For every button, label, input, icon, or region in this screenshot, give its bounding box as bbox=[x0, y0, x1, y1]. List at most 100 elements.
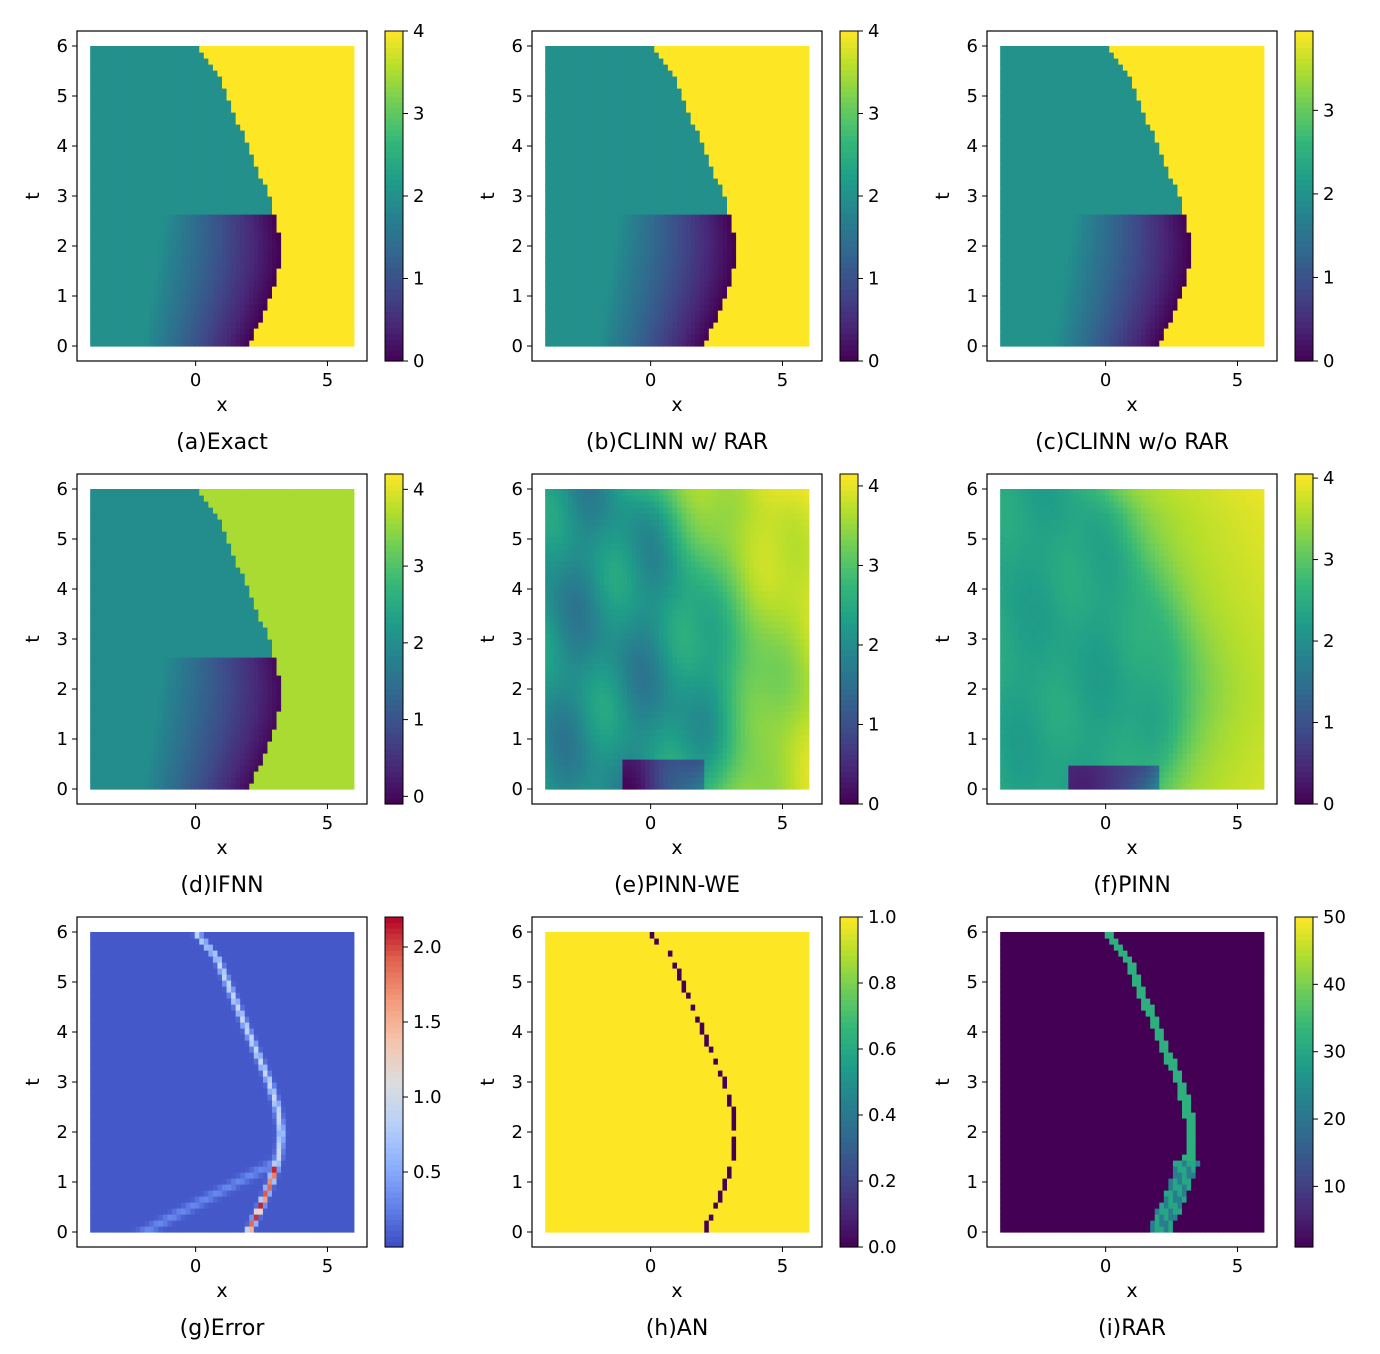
heatmap-cell bbox=[763, 220, 768, 227]
heatmap-cell bbox=[195, 88, 200, 95]
heatmap-cell bbox=[258, 202, 263, 209]
heatmap-cell bbox=[313, 166, 318, 173]
heatmap-cell bbox=[95, 106, 100, 113]
heatmap-cell bbox=[295, 106, 300, 113]
heatmap-cell bbox=[131, 328, 136, 335]
heatmap-cell bbox=[763, 274, 768, 281]
heatmap-cell bbox=[722, 238, 727, 245]
heatmap-cell bbox=[145, 250, 150, 257]
heatmap-cell bbox=[177, 202, 182, 209]
heatmap-cell bbox=[263, 88, 268, 95]
heatmap-cell bbox=[140, 118, 145, 125]
heatmap-cell bbox=[632, 154, 637, 161]
heatmap-cell bbox=[577, 292, 582, 299]
heatmap-cell bbox=[217, 52, 222, 59]
heatmap-cell bbox=[804, 292, 809, 299]
heatmap-cell bbox=[117, 142, 122, 149]
heatmap-cell bbox=[622, 136, 627, 143]
heatmap-cell bbox=[154, 196, 159, 203]
heatmap-cell bbox=[177, 178, 182, 185]
heatmap-cell bbox=[618, 310, 623, 317]
heatmap-cell bbox=[104, 172, 109, 179]
heatmap-cell bbox=[213, 268, 218, 275]
heatmap-cell bbox=[636, 322, 641, 329]
heatmap-cell bbox=[677, 214, 682, 221]
heatmap-cell bbox=[559, 172, 564, 179]
heatmap-cell bbox=[167, 70, 172, 77]
heatmap-cell bbox=[650, 196, 655, 203]
heatmap-cell bbox=[632, 160, 637, 167]
heatmap-cell bbox=[349, 316, 354, 323]
heatmap-cell bbox=[131, 262, 136, 269]
heatmap-cell bbox=[659, 220, 664, 227]
heatmap-cell bbox=[736, 262, 741, 269]
heatmap-cell bbox=[804, 334, 809, 341]
heatmap-cell bbox=[591, 268, 596, 275]
heatmap-cell bbox=[650, 328, 655, 335]
heatmap-cell bbox=[227, 148, 232, 155]
heatmap-cell bbox=[113, 232, 118, 239]
heatmap-cell bbox=[559, 292, 564, 299]
heatmap-cell bbox=[290, 172, 295, 179]
heatmap-cell bbox=[145, 124, 150, 131]
heatmap-cell bbox=[263, 238, 268, 245]
heatmap-cell bbox=[313, 76, 318, 83]
heatmap-cell bbox=[317, 310, 322, 317]
heatmap-cell bbox=[286, 214, 291, 221]
colorbar-segment bbox=[385, 191, 403, 197]
heatmap-cell bbox=[113, 58, 118, 65]
heatmap-cell bbox=[722, 214, 727, 221]
heatmap-cell bbox=[236, 280, 241, 287]
heatmap-cell bbox=[600, 208, 605, 215]
heatmap-cell bbox=[591, 166, 596, 173]
heatmap-cell bbox=[254, 148, 259, 155]
heatmap-cell bbox=[732, 178, 737, 185]
heatmap-cell bbox=[741, 328, 746, 335]
heatmap-cell bbox=[308, 196, 313, 203]
heatmap-cell bbox=[263, 274, 268, 281]
heatmap-cell bbox=[204, 208, 209, 215]
heatmap-cell bbox=[572, 238, 577, 245]
heatmap-cell bbox=[272, 124, 277, 131]
heatmap-cell bbox=[136, 166, 141, 173]
heatmap-cell bbox=[582, 226, 587, 233]
heatmap-cell bbox=[140, 172, 145, 179]
heatmap-cell bbox=[181, 124, 186, 131]
heatmap-cell bbox=[108, 52, 113, 59]
heatmap-cell bbox=[327, 208, 332, 215]
heatmap-cell bbox=[745, 190, 750, 197]
colorbar-segment bbox=[385, 207, 403, 213]
heatmap-cell bbox=[163, 142, 168, 149]
colorbar-segment bbox=[385, 328, 403, 334]
heatmap-cell bbox=[727, 322, 732, 329]
heatmap-cell bbox=[550, 220, 555, 227]
heatmap-cell bbox=[786, 172, 791, 179]
colorbar-segment bbox=[385, 345, 403, 351]
heatmap-cell bbox=[750, 256, 755, 263]
heatmap-cell bbox=[732, 202, 737, 209]
heatmap-cell bbox=[177, 70, 182, 77]
heatmap-cell bbox=[290, 340, 295, 347]
colorbar-segment bbox=[385, 334, 403, 340]
heatmap-cell bbox=[290, 142, 295, 149]
heatmap-cell bbox=[704, 160, 709, 167]
heatmap-cell bbox=[782, 226, 787, 233]
heatmap-cell bbox=[627, 232, 632, 239]
heatmap-cell bbox=[122, 46, 127, 53]
heatmap-cell bbox=[349, 82, 354, 89]
heatmap-cell bbox=[227, 100, 232, 107]
heatmap-cell bbox=[613, 298, 618, 305]
heatmap-cell bbox=[782, 310, 787, 317]
heatmap-cell bbox=[627, 190, 632, 197]
heatmap-cell bbox=[122, 100, 127, 107]
heatmap-cell bbox=[186, 274, 191, 281]
heatmap-cell bbox=[554, 316, 559, 323]
heatmap-cell bbox=[677, 202, 682, 209]
heatmap-cell bbox=[586, 280, 591, 287]
heatmap-cell bbox=[700, 226, 705, 233]
heatmap-cell bbox=[258, 208, 263, 215]
heatmap-cell bbox=[208, 160, 213, 167]
heatmap-cell bbox=[313, 64, 318, 71]
heatmap-cell bbox=[217, 70, 222, 77]
heatmap-cell bbox=[313, 334, 318, 341]
